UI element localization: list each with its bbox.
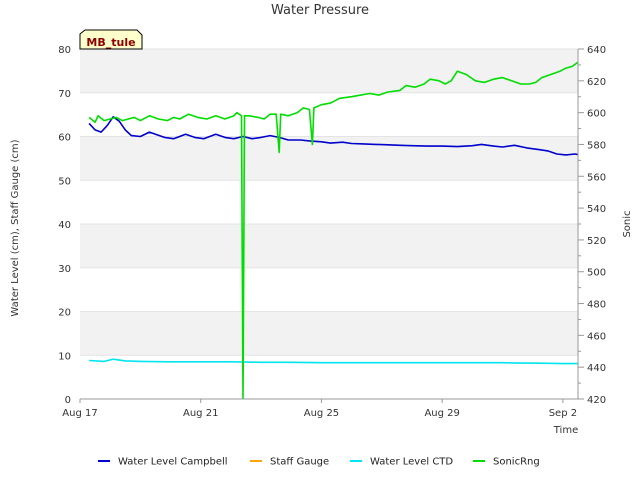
background-band xyxy=(80,49,578,93)
series-line-sonicrng xyxy=(88,61,578,399)
y2-tick-label: 580 xyxy=(587,140,606,151)
annotation-box: MB_tule xyxy=(79,29,143,50)
y2-tick-label: 480 xyxy=(587,300,606,311)
y-tick-label: 70 xyxy=(58,89,71,100)
background-band xyxy=(80,136,578,181)
series-line-water-level-campbell xyxy=(88,116,578,156)
x-tick-label: Sep 2 xyxy=(549,408,577,419)
y2-tick-label: 620 xyxy=(587,77,606,88)
x-tick-label: Aug 29 xyxy=(424,408,459,419)
y2-tick-label: 440 xyxy=(587,363,606,374)
y-axis-label: Water Level (cm), Staff Gauge (cm) xyxy=(10,139,21,316)
x-tick-label: Aug 17 xyxy=(62,408,97,419)
y2-tick-label: 560 xyxy=(587,172,606,183)
legend-label: Staff Gauge xyxy=(270,457,329,468)
series-lines xyxy=(88,61,578,399)
legend-label: SonicRng xyxy=(493,457,540,468)
y2-tick-label: 540 xyxy=(587,204,606,215)
y-tick-label: 20 xyxy=(58,308,71,319)
y2-axis-label: Sonic xyxy=(622,210,633,237)
legend-label: Water Level CTD xyxy=(370,457,453,468)
axes: Aug 17 Aug 21 Aug 25 Aug 29 Sep 2 0 10 20 30 40 50… xyxy=(58,45,606,419)
background-bands xyxy=(80,49,578,356)
y2-tick-label: 600 xyxy=(587,109,606,120)
x-tick-label: Aug 25 xyxy=(304,408,339,419)
x-axis-label: Time xyxy=(553,425,578,436)
y2-tick-label: 640 xyxy=(587,45,606,56)
legend-label: Water Level Campbell xyxy=(118,457,228,468)
x-tick-label: Aug 21 xyxy=(183,408,218,419)
y2-tick-label: 500 xyxy=(587,268,606,279)
y-tick-label: 40 xyxy=(58,220,71,231)
legend: Water Level Campbell Staff Gauge Water Lev… xyxy=(98,457,540,468)
y2-tick-label: 460 xyxy=(587,331,606,342)
chart-title: Water Pressure xyxy=(271,3,369,18)
background-band xyxy=(80,311,578,356)
y-tick-label: 0 xyxy=(65,395,71,406)
y-tick-label: 60 xyxy=(58,133,71,144)
y-tick-label: 10 xyxy=(58,351,71,362)
y2-tick-label: 420 xyxy=(587,395,606,406)
y-tick-label: 80 xyxy=(58,45,71,56)
y2-tick-label: 520 xyxy=(587,236,606,247)
annotation-label: MB_tule xyxy=(86,36,135,49)
y-tick-label: 50 xyxy=(58,176,71,187)
series-line-water-level-ctd xyxy=(89,358,578,365)
background-band xyxy=(80,224,578,268)
y-tick-label: 30 xyxy=(58,264,71,275)
